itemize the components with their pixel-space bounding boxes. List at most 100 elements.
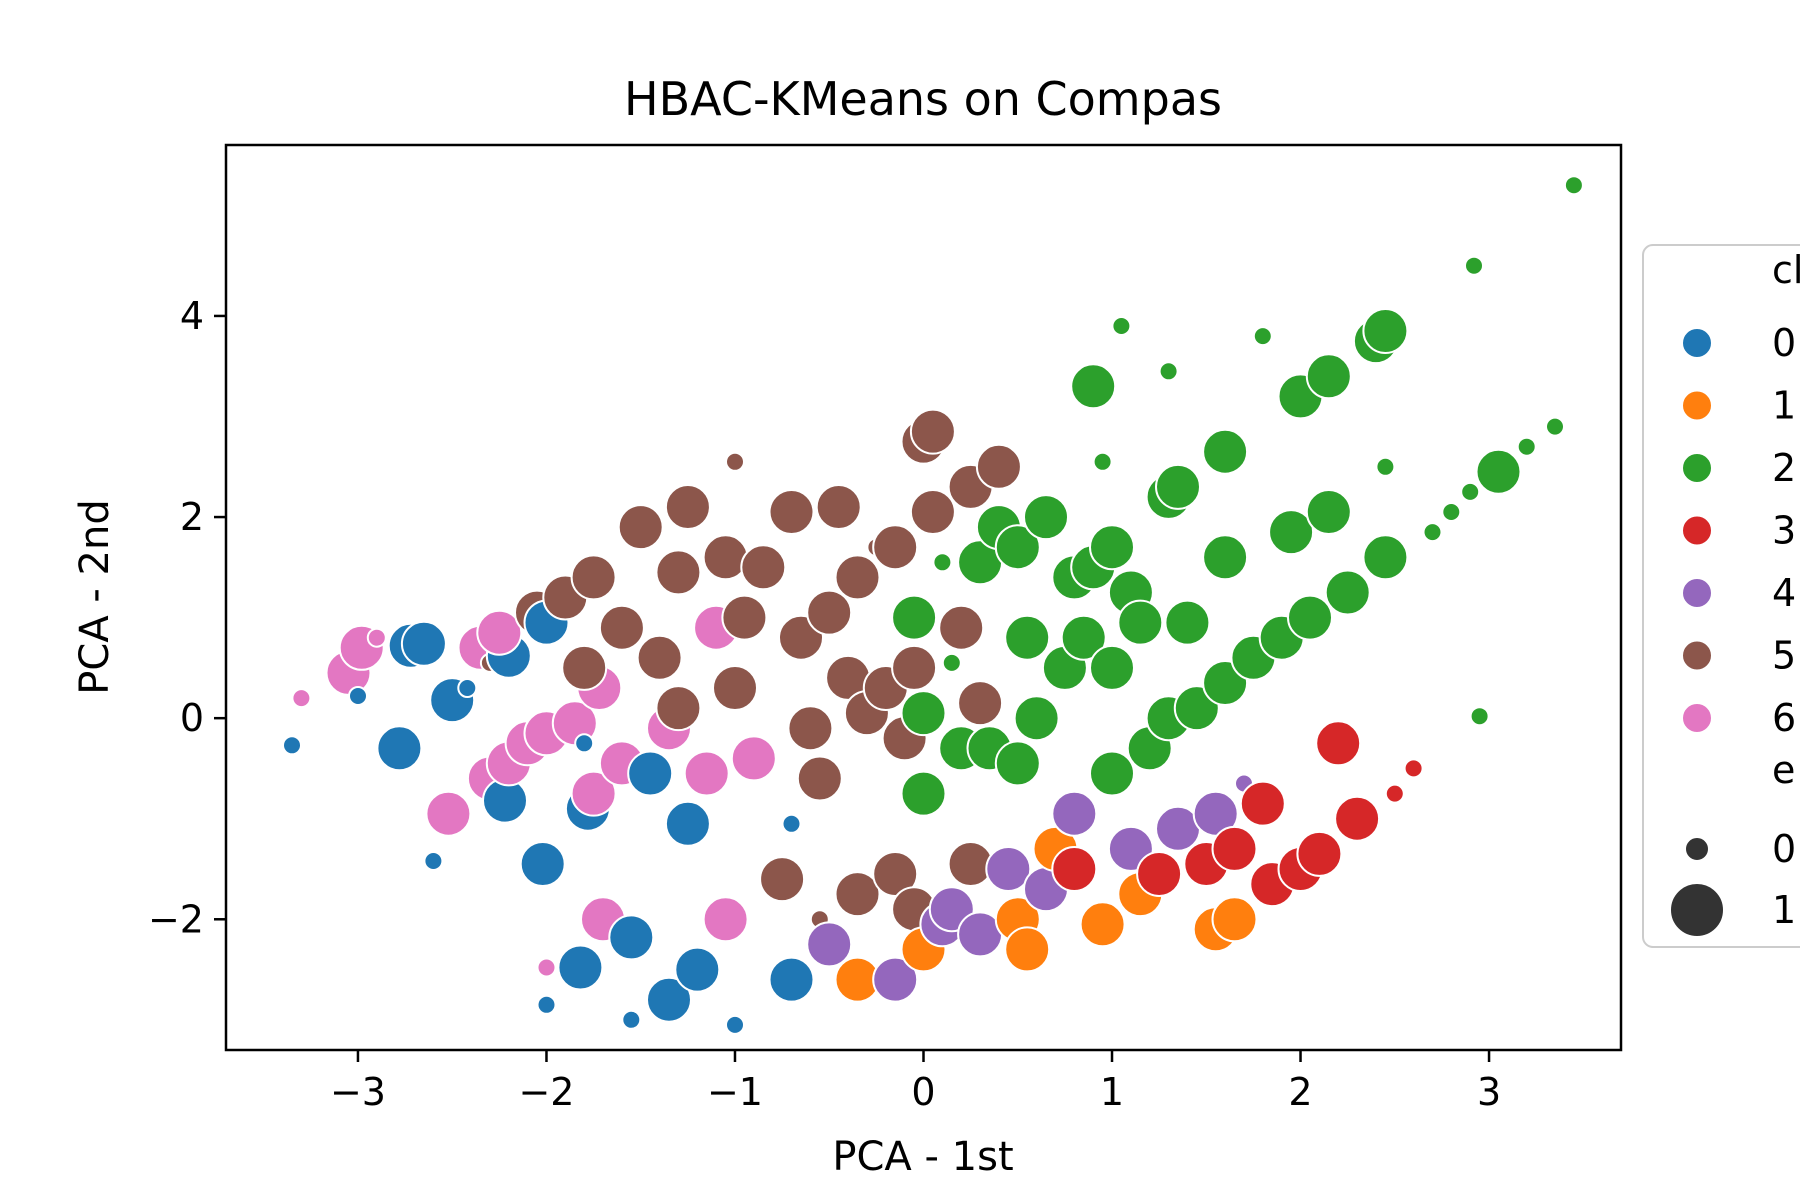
scatter-point (985, 846, 1032, 892)
scatter-point (1362, 308, 1409, 354)
scatter-point (1460, 481, 1481, 502)
y-tick-label: 2 (180, 495, 204, 539)
scatter-point (1164, 599, 1211, 646)
scatter-point (1117, 599, 1164, 646)
legend-items: cl 0 1 2 3 4 5 6 e 0 1 (1669, 248, 1800, 938)
scatter-point (627, 750, 674, 797)
legend-marker-cluster-1 (1681, 389, 1713, 422)
scatter-point (1563, 175, 1584, 196)
legend-box (1642, 244, 1800, 948)
scatter-point (806, 589, 853, 636)
legend: cl 0 1 2 3 4 5 6 e 0 1 (1642, 244, 1800, 948)
scatter-point (1305, 489, 1352, 535)
scatter-point (834, 871, 881, 918)
legend-marker-cluster-2 (1681, 452, 1713, 484)
scatter-point (891, 594, 938, 641)
x-tick-label: −3 (330, 1070, 386, 1114)
scatter-point (646, 976, 692, 1023)
scatter-point (1211, 896, 1258, 943)
scatter-point (1362, 534, 1409, 581)
scatter-point (796, 755, 843, 802)
scatter-point (834, 554, 881, 601)
legend-label-cluster-4: 4 (1772, 571, 1796, 615)
scatter-point (721, 594, 768, 641)
scatter-point (476, 609, 523, 656)
legend-label-size-1: 1 (1772, 888, 1796, 932)
scatter-point (1441, 502, 1462, 522)
scatter-point (909, 408, 956, 455)
y-axis-label: PCA - 2nd (72, 499, 118, 694)
legend-marker-size-0 (1684, 836, 1710, 862)
scatter-point (1475, 448, 1522, 495)
scatter-point (994, 524, 1041, 571)
scatter-point (900, 690, 947, 737)
scatter-point (702, 896, 749, 943)
legend-label-cluster-1: 1 (1772, 384, 1796, 428)
scatter-point (730, 735, 777, 782)
scatter-point (781, 813, 802, 834)
scatter-point (1092, 451, 1113, 472)
scatter-point (815, 484, 862, 530)
scatter-point (1268, 509, 1315, 556)
scatter-point (932, 552, 953, 573)
scatter-point (1464, 255, 1484, 276)
scatter-point (994, 740, 1041, 787)
scatter-point (282, 735, 302, 756)
x-tick-label: 0 (911, 1070, 935, 1114)
scatter-point (608, 914, 655, 961)
legend-label-cluster-3: 3 (1772, 509, 1796, 553)
legend-marker-cluster-5 (1681, 639, 1713, 672)
scatter-point (570, 770, 617, 817)
scatter-point (768, 489, 815, 535)
scatter-point (938, 604, 985, 651)
legend-marker-cluster-0 (1681, 327, 1713, 359)
scatter-point (891, 644, 938, 691)
scatter-point (872, 524, 919, 571)
y-tick-label: 0 (180, 696, 204, 740)
scatter-point (1324, 569, 1371, 616)
scatter-point (536, 957, 557, 978)
scatter-point (1202, 534, 1249, 581)
scatter-point (423, 851, 444, 871)
scatter-point (1211, 825, 1258, 872)
scatter-point (1202, 428, 1249, 475)
legend-label-cluster-6: 6 (1772, 696, 1796, 740)
scatter-point (1155, 463, 1201, 510)
scatter-point (574, 733, 595, 754)
scatter-point (759, 856, 806, 903)
scatter-point (872, 956, 919, 1003)
chart-title: HBAC-KMeans on Compas (624, 72, 1222, 126)
scatter-point (570, 554, 617, 601)
scatter-point (1239, 780, 1286, 827)
x-axis-label: PCA - 1st (832, 1134, 1013, 1180)
scatter-point (768, 956, 815, 1003)
scatter-point (1079, 901, 1126, 948)
scatter-point (400, 620, 447, 667)
scatter-point (900, 770, 947, 817)
scatter-point (376, 725, 423, 772)
scatter-point (557, 944, 604, 991)
scatter-point (806, 921, 853, 968)
scatter-point (425, 790, 472, 837)
scatter-point (787, 705, 834, 752)
legend-label-cluster-5: 5 (1772, 634, 1796, 678)
scatter-point (457, 678, 478, 698)
legend-marker-size-1 (1669, 882, 1725, 938)
scatter-point (1315, 720, 1362, 767)
scatter-point (1469, 706, 1490, 727)
scatter-point (1384, 783, 1405, 804)
scatter-point (366, 627, 387, 648)
scatter-point (1051, 790, 1098, 837)
scatter-point (1334, 795, 1381, 842)
scatter-point (655, 549, 702, 596)
scatter-point (1051, 846, 1098, 892)
legend-marker-cluster-4 (1681, 577, 1713, 609)
scatter-point (1089, 644, 1135, 691)
y-tick-label: −2 (148, 897, 204, 941)
scatter-point (664, 484, 711, 530)
scatter-point (1296, 830, 1343, 877)
legend-size-title: e (1772, 748, 1795, 792)
scatter-point (1545, 416, 1565, 437)
scatter-point (941, 652, 962, 673)
scatter-point (664, 800, 711, 847)
